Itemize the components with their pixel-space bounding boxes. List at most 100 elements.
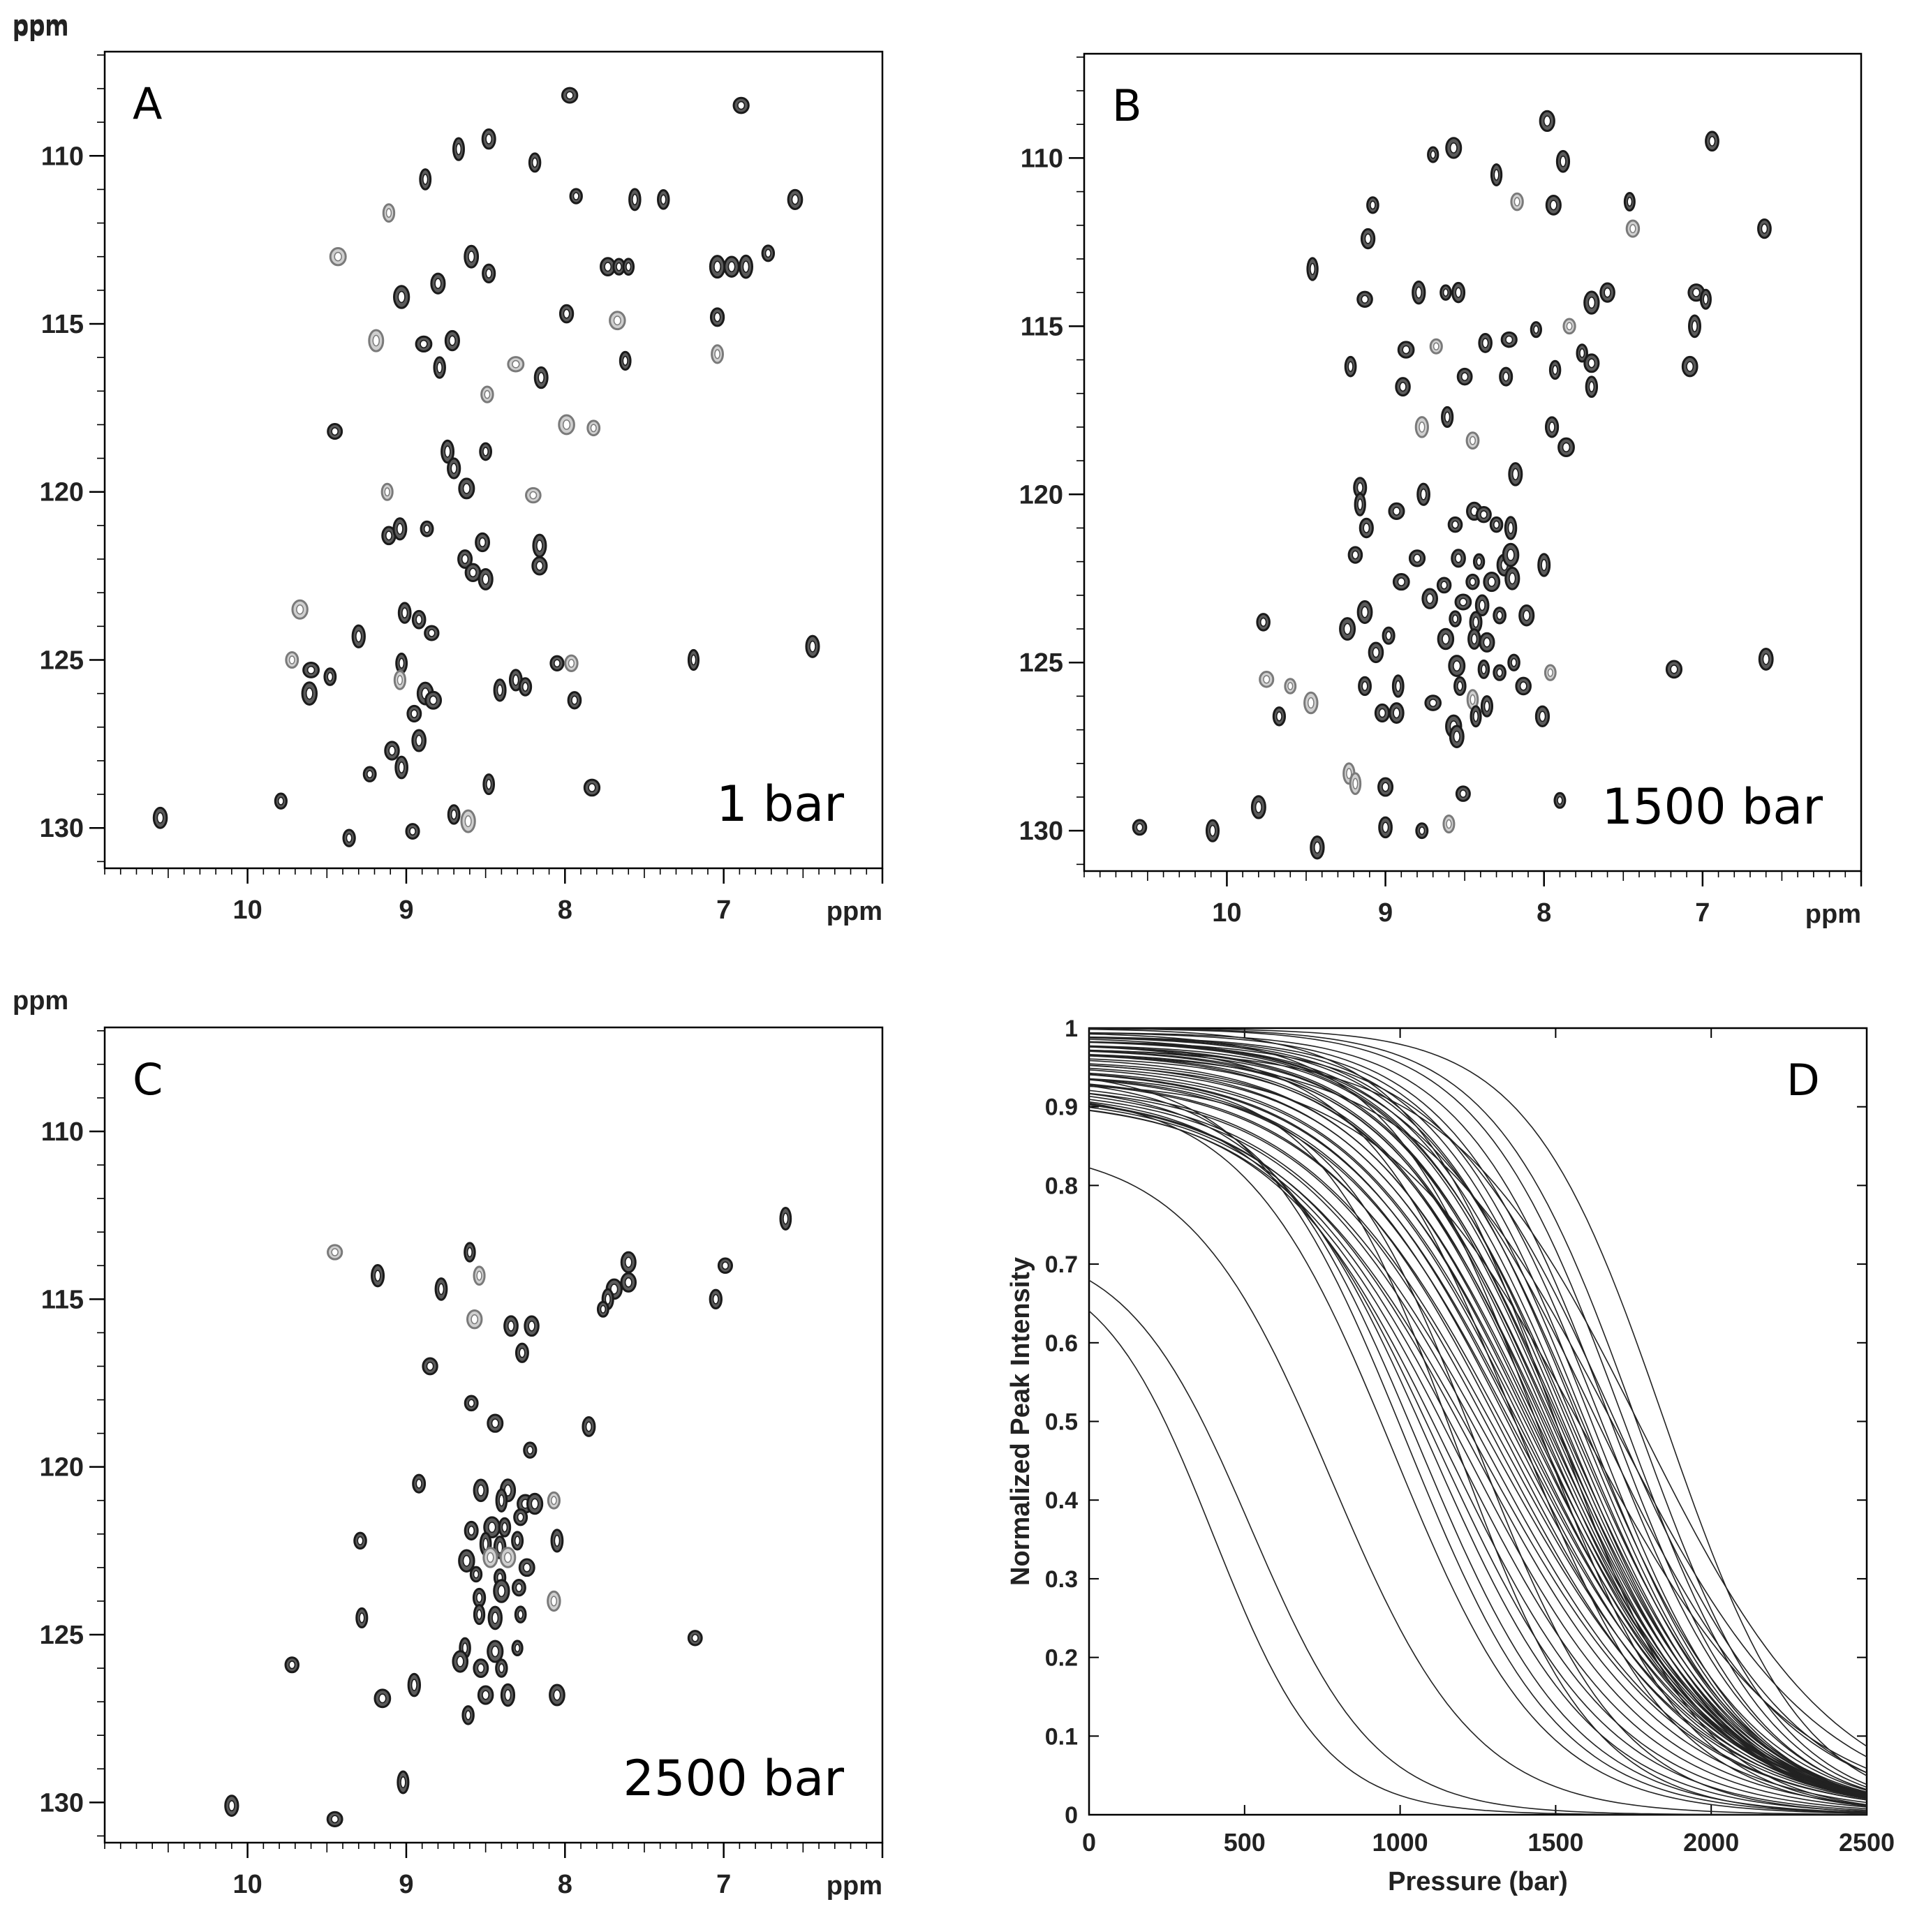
peak-inner-contour [690,654,697,666]
peak-inner-contour [1209,824,1216,837]
x-tick-label: 9 [399,896,413,925]
peak-contour [1382,626,1396,645]
peak-contour [1306,257,1319,281]
y-tick-label: 0.7 [1045,1251,1078,1278]
peak-contour [723,255,740,278]
peak-contour [495,1658,508,1678]
peak-inner-contour [422,174,429,185]
peak-contour [523,1441,538,1459]
peak-contour [586,419,601,437]
peak-contour [284,1656,300,1674]
peak-contour [583,778,601,797]
peak-contour [619,350,632,371]
x-tick-label: 10 [1212,898,1241,928]
peak-contour [412,1473,427,1494]
peak-inner-contour [1419,826,1426,835]
peak-inner-contour [508,1321,515,1332]
peak-inner-contour [550,1596,558,1607]
peak-inner-contour [512,359,520,369]
intensity-decay-curve [1089,1084,1867,1796]
peak-inner-contour [305,687,313,700]
peak-inner-contour [737,101,746,110]
y-tick-label: 115 [41,310,84,339]
peak-inner-contour [465,1710,471,1721]
peak-contour [393,285,410,309]
peak-inner-contour [1560,156,1567,168]
peak-inner-contour [660,194,667,205]
peak-inner-contour [1469,577,1476,586]
peak-inner-contour [428,629,436,637]
peak-inner-contour [436,362,443,373]
intensity-decay-curve [1089,1085,1867,1813]
peak-contour [323,667,337,686]
peak-contour [464,1242,476,1263]
y-tick-label: 130 [40,814,84,843]
peak-contour [1539,110,1555,133]
peak-inner-contour [626,262,632,272]
peak-contour [709,1288,723,1310]
y-tick-label: 120 [40,1453,84,1483]
peak-contour [327,423,343,440]
peak-inner-contour [1347,361,1354,372]
peak-inner-contour [1372,647,1380,658]
peak-inner-contour [1444,411,1451,423]
peak-inner-contour [372,334,380,347]
peak-contour [1544,416,1560,438]
peak-inner-contour [1459,597,1467,607]
peak-inner-contour [529,491,538,500]
peak-contour [1347,546,1363,564]
peak-inner-contour [1762,653,1770,665]
peak-contour [473,1658,489,1679]
peak-inner-contour [327,671,334,682]
peak-inner-contour [497,1584,505,1598]
peak-inner-contour [1543,115,1551,127]
peak-contour [1451,281,1466,304]
peak-inner-contour [604,262,612,272]
peak-contour [1397,341,1415,359]
peak-inner-contour [1629,224,1636,234]
peak-contour [1545,194,1562,216]
peak-contour [447,804,461,825]
y-tick-label: 125 [40,646,84,675]
plot-frame [103,50,884,870]
intensity-decay-curve [1089,1167,1867,1815]
peak-inner-contour [1420,488,1427,500]
peak-contour [487,1413,504,1433]
peak-contour [1470,705,1482,728]
peak-inner-contour [721,1261,729,1270]
peak-contour [620,1272,637,1293]
peak-contour [495,1488,508,1513]
peak-contour [473,1478,489,1503]
peak-contour [1537,553,1551,577]
peak-inner-contour [501,1522,508,1533]
peak-inner-contour [1361,681,1368,692]
peak-inner-contour [554,1534,561,1547]
peak-inner-contour [450,463,457,474]
peak-contour [406,704,422,723]
peak-contour [1623,192,1636,212]
peak-inner-contour [713,260,721,273]
peak-inner-contour [1307,697,1315,709]
peak-contour [1518,604,1535,627]
y-tick-label: 115 [1021,312,1063,341]
peak-inner-contour [388,745,396,756]
y-tick-label: 0.3 [1045,1566,1078,1593]
y-tick-label: 130 [40,1788,84,1818]
y-unit-label: ppm [13,10,68,40]
peak-contour [531,556,548,576]
peak-contour [1356,290,1373,308]
peak-contour [473,1604,486,1626]
peak-contour [477,1685,494,1705]
peak-contour [487,1640,504,1663]
peak-contour [1415,822,1429,840]
plot-frame [1083,52,1863,872]
peak-inner-contour [461,554,469,565]
peak-inner-contour [306,665,316,674]
peak-contour [415,335,433,353]
intensity-decay-curve [1089,1078,1867,1814]
peak-contour [499,1547,517,1568]
peak-inner-contour [410,709,418,718]
peak-contour [1453,676,1467,697]
peak-inner-contour [288,1660,296,1670]
x-tick-label: 8 [558,1870,572,1899]
